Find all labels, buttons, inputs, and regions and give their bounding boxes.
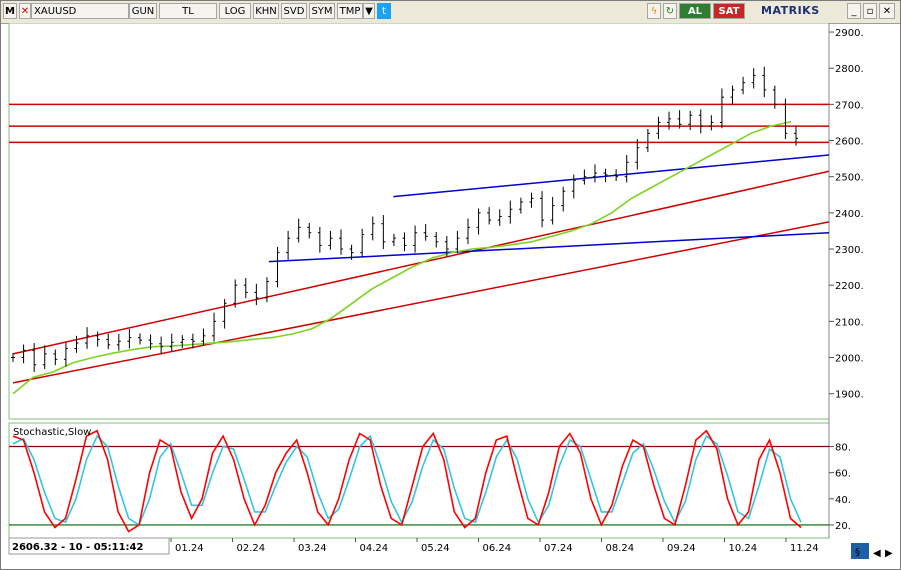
lightning-icon[interactable]: ϟ	[647, 3, 661, 19]
stoch-d-line	[12, 434, 802, 527]
scroll-left-icon[interactable]: ◀	[873, 548, 881, 559]
price-tick-label: 2400.	[835, 209, 864, 220]
price-tick-label: 2500.	[835, 173, 864, 184]
menu-button[interactable]: M	[3, 3, 17, 19]
y-axis: 1900. 2000. 2100. 2200. 2300. 2400. 2500. 2600.…	[829, 28, 864, 532]
price-tick-label: 2700.	[835, 100, 864, 111]
x-tick-label: 03.24	[298, 543, 327, 554]
minimize-icon[interactable]: _	[847, 3, 861, 19]
stoch-tick-label: 40.	[835, 495, 851, 506]
svd-button[interactable]: SVD	[281, 3, 307, 19]
stoch-k-line	[12, 429, 802, 533]
price-layer	[9, 66, 830, 395]
x-axis: 01.24 02.24 03.24 04.24 05.24 06.24 07.24 08.24…	[170, 538, 819, 554]
x-tick-label: 07.24	[544, 543, 573, 554]
close-symbol-icon[interactable]: ✕	[19, 3, 31, 19]
price-tick-label: 2600.	[835, 137, 864, 148]
khn-button[interactable]: KHN	[253, 3, 279, 19]
trend-line	[393, 154, 830, 198]
scroll-right-icon[interactable]: ▶	[885, 548, 893, 559]
sym-button[interactable]: SYM	[309, 3, 335, 19]
x-tick-label: 05.24	[421, 543, 450, 554]
stoch-title: Stochastic,Slow	[13, 427, 91, 438]
price-tick-label: 2800.	[835, 64, 864, 75]
price-tick-label: 2900.	[835, 28, 864, 39]
currency-button[interactable]: TL	[159, 3, 217, 19]
x-tick-label: 10.24	[729, 543, 758, 554]
x-tick-label: 04.24	[360, 543, 389, 554]
x-tick-label: 09.24	[667, 543, 696, 554]
matriks-logo: MATRIKS	[761, 4, 820, 17]
stoch-tick-label: 80.	[835, 443, 851, 454]
x-tick-label: 11.24	[790, 543, 819, 554]
x-tick-label: 06.24	[483, 543, 512, 554]
crosshair-readout: 2606.32 - 10 - 05:11:42	[12, 542, 143, 553]
trend-line	[12, 221, 830, 384]
moving-average-line	[12, 120, 792, 395]
chart-toolbar: M ✕ XAUUSD GUN TL LOG KHN SVD SYM TMP ▼ …	[1, 1, 900, 24]
price-tick-label: 2000.	[835, 354, 864, 365]
price-tick-label: 2100.	[835, 317, 864, 328]
stoch-tick-label: 60.	[835, 469, 851, 480]
x-tick-label: 08.24	[606, 543, 635, 554]
twitter-icon[interactable]: t	[377, 3, 391, 19]
symbol-field[interactable]: XAUUSD	[31, 3, 129, 19]
stoch-layer	[9, 429, 829, 533]
sell-button[interactable]: SAT	[713, 3, 745, 19]
price-panel-frame	[8, 23, 830, 420]
tmp-button[interactable]: TMP	[337, 3, 363, 19]
stoch-tick-label: 20.	[835, 521, 851, 532]
price-tick-label: 2300.	[835, 245, 864, 256]
period-button[interactable]: GUN	[129, 3, 157, 19]
dropdown-icon[interactable]: ▼	[363, 3, 375, 19]
sync-icon[interactable]	[851, 543, 869, 559]
x-tick-label: 01.24	[175, 543, 204, 554]
log-button[interactable]: LOG	[219, 3, 251, 19]
price-tick-label: 1900.	[835, 390, 864, 401]
sync-icon-glyph: §	[855, 547, 860, 558]
x-tick-label: 02.24	[237, 543, 266, 554]
readout-box	[8, 537, 170, 555]
buy-button[interactable]: AL	[679, 3, 711, 19]
refresh-icon[interactable]: ↻	[663, 3, 677, 19]
price-tick-label: 2200.	[835, 281, 864, 292]
restore-icon[interactable]: ▫	[863, 3, 877, 19]
close-icon[interactable]: ✕	[879, 3, 895, 19]
chart-area: 1900. 2000. 2100. 2200. 2300. 2400. 2500. 2600.…	[8, 23, 893, 559]
